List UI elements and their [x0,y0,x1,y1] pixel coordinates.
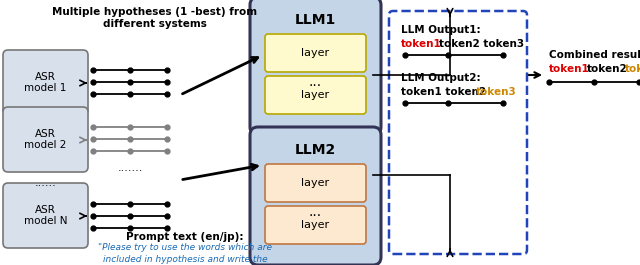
FancyBboxPatch shape [250,127,381,265]
FancyBboxPatch shape [3,183,88,248]
FancyBboxPatch shape [250,0,381,135]
Text: ......: ...... [35,178,56,188]
FancyBboxPatch shape [265,76,366,114]
Text: LLM Output1:: LLM Output1: [401,25,481,35]
Text: ...: ... [309,205,322,219]
Text: Prompt text (en/jp):: Prompt text (en/jp): [126,232,244,242]
FancyBboxPatch shape [265,164,366,202]
Text: layer: layer [301,48,330,58]
Text: Combined result:: Combined result: [549,50,640,60]
Text: layer: layer [301,220,330,230]
FancyBboxPatch shape [3,107,88,172]
Text: layer: layer [301,178,330,188]
Text: ASR
model 2: ASR model 2 [24,129,67,150]
Text: ...: ... [309,75,322,89]
Text: token2 token3: token2 token3 [439,39,524,49]
FancyBboxPatch shape [265,34,366,72]
Text: token3: token3 [476,87,516,97]
FancyBboxPatch shape [389,11,527,254]
Text: Multiple hypotheses (1 -best) from
different systems: Multiple hypotheses (1 -best) from diffe… [52,7,257,29]
Text: token1: token1 [549,64,589,74]
Text: .......: ....... [117,163,143,173]
Text: layer: layer [301,90,330,100]
Text: LLM1: LLM1 [295,13,336,27]
Text: LLM Output2:: LLM Output2: [401,73,481,83]
FancyBboxPatch shape [3,50,88,115]
FancyBboxPatch shape [265,206,366,244]
Text: LLM2: LLM2 [295,143,336,157]
Text: token2: token2 [587,64,628,74]
Text: "Please try to use the words which are
included in hypothesis and write the
resp: "Please try to use the words which are i… [98,243,272,265]
Text: ASR
model N: ASR model N [24,205,67,226]
Text: token3: token3 [625,64,640,74]
Text: token1 token2: token1 token2 [401,87,486,97]
Text: ASR
model 1: ASR model 1 [24,72,67,93]
Text: token1: token1 [401,39,442,49]
